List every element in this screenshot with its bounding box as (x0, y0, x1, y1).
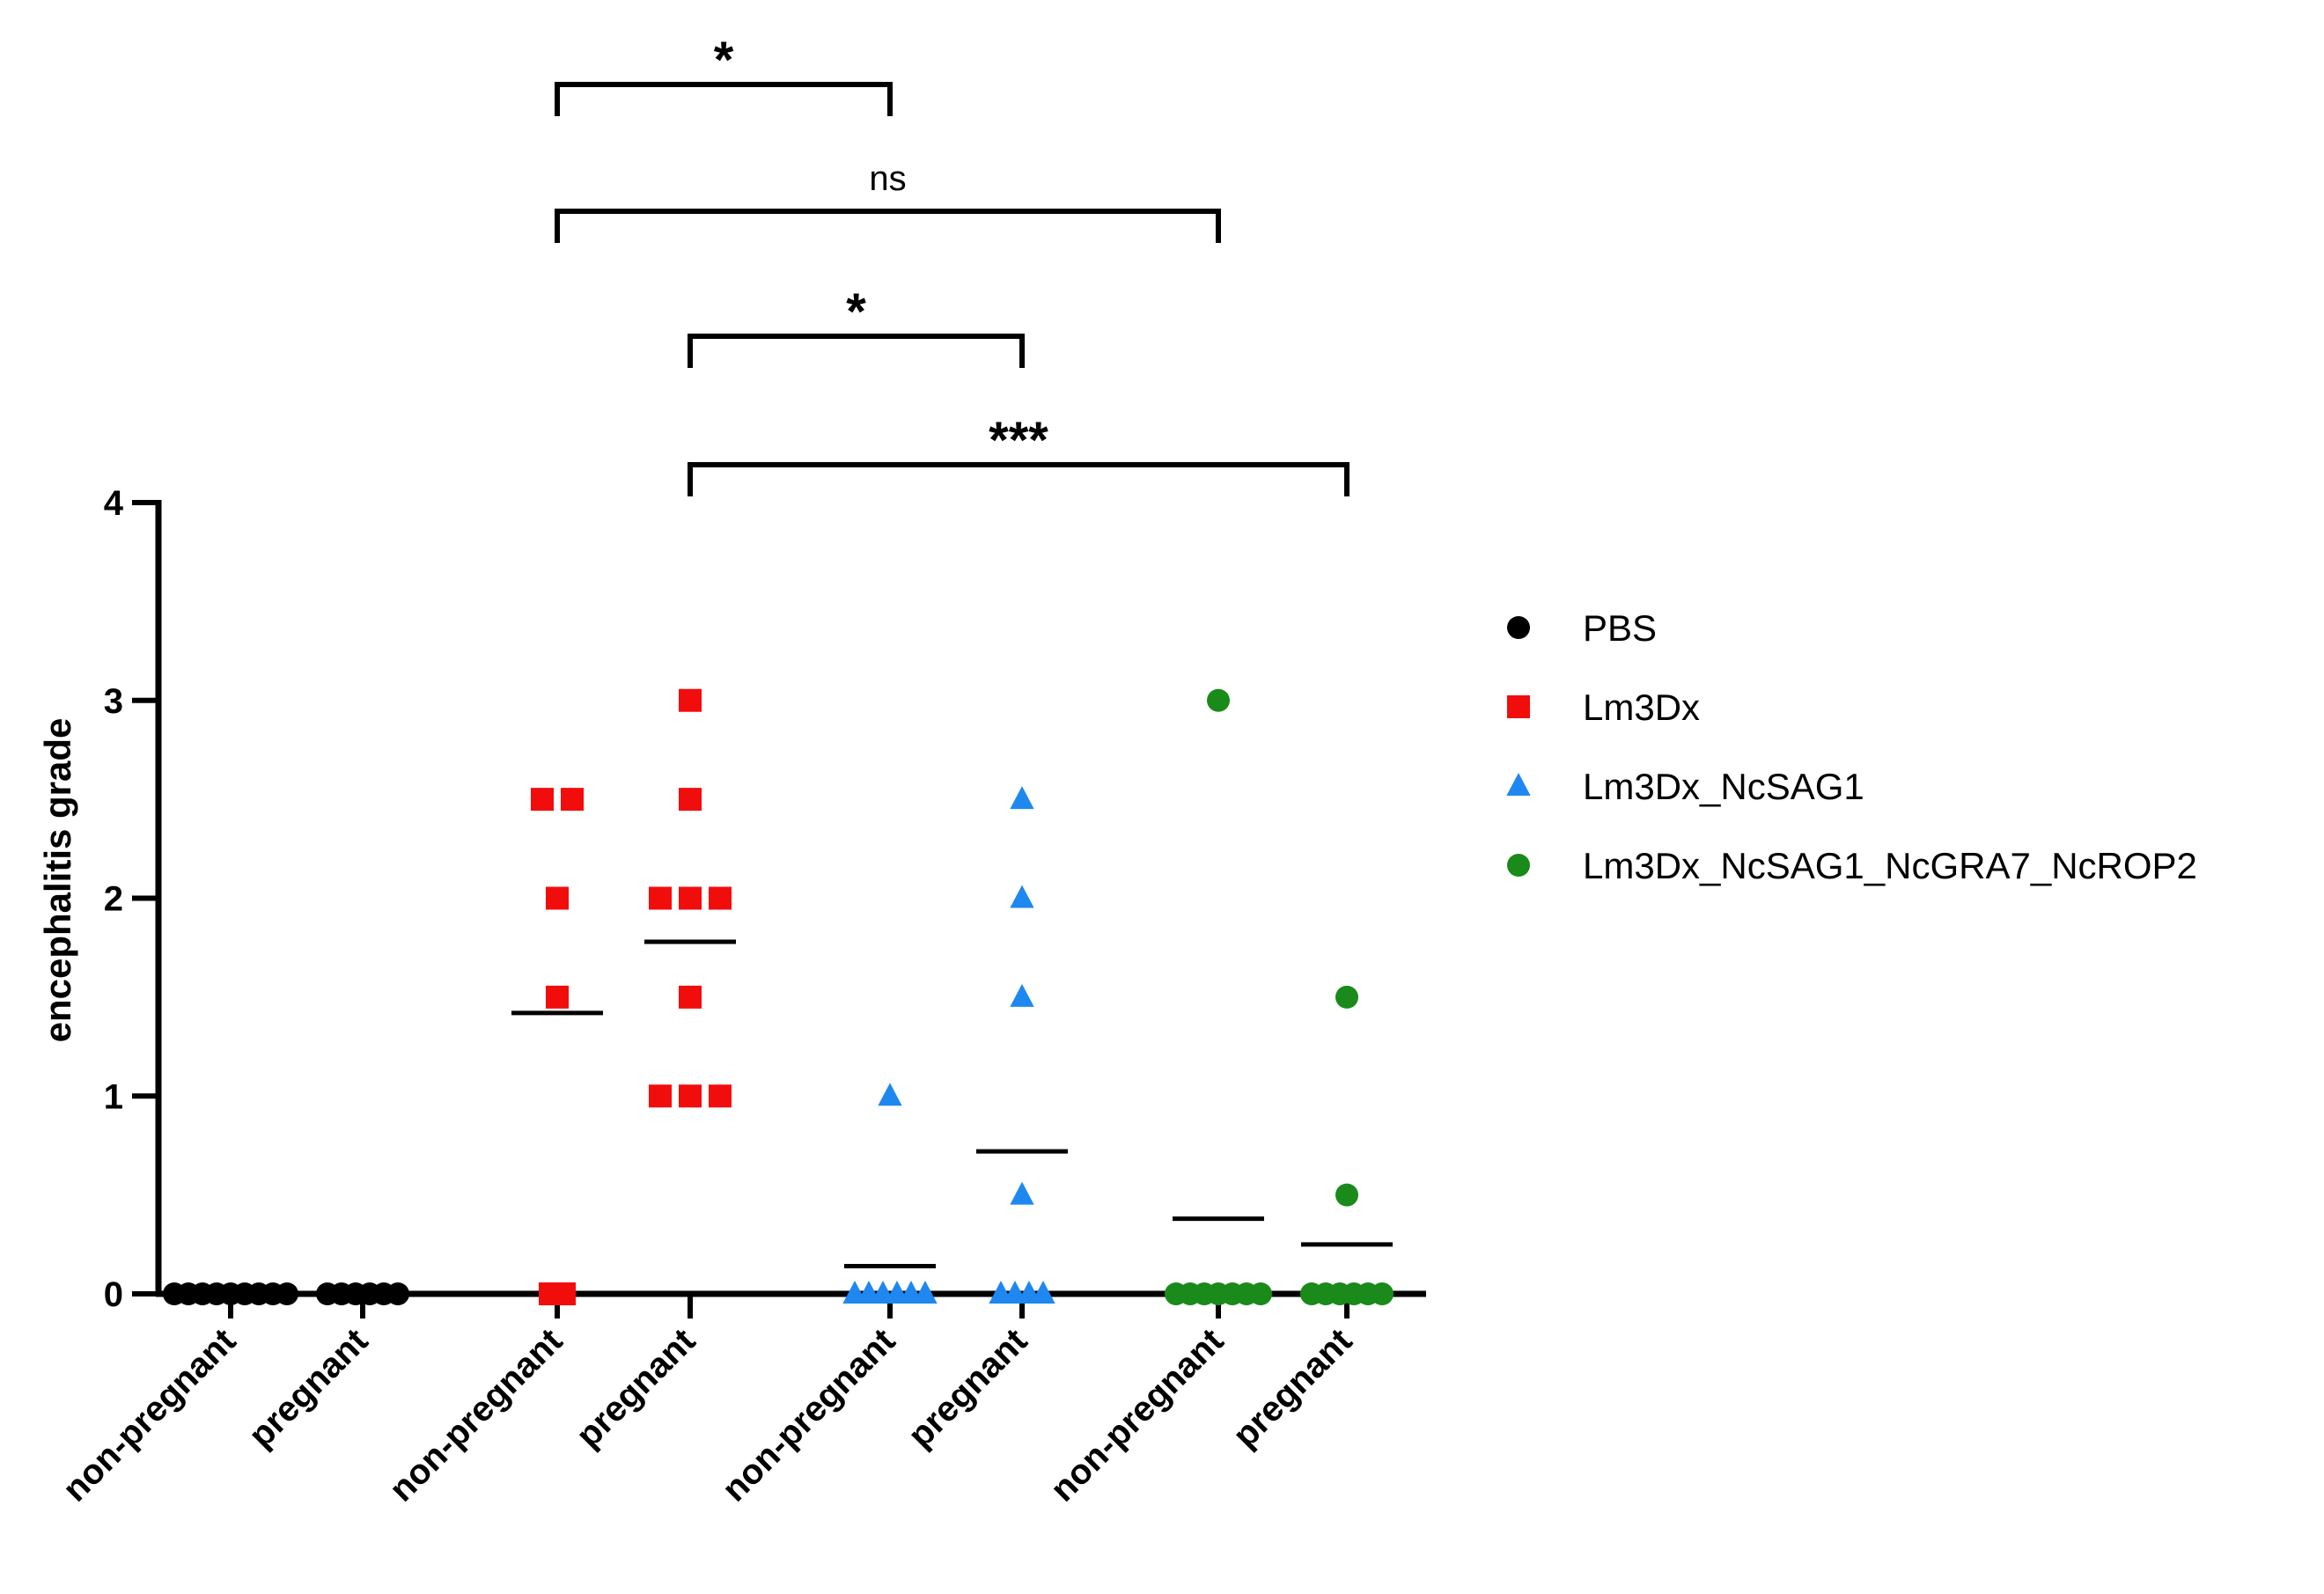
data-point (913, 1281, 938, 1304)
y-tick-label: 3 (104, 682, 123, 721)
data-point (649, 886, 672, 910)
data-point (1207, 688, 1230, 712)
data-point (679, 788, 702, 812)
data-point (546, 985, 569, 1009)
y-tick-label: 2 (104, 880, 123, 919)
legend-marker (1507, 616, 1530, 639)
mean-lines (185, 939, 1393, 1297)
significance-label: ns (869, 159, 906, 198)
legend-label: Lm3Dx (1583, 687, 1700, 728)
significance-label: * (714, 32, 734, 89)
data-point (553, 1282, 576, 1305)
x-category-label: pregnant (569, 1321, 702, 1455)
legend-label: PBS (1583, 607, 1657, 649)
legend-marker (1507, 854, 1530, 877)
data-point (546, 886, 569, 910)
data-point (1371, 1282, 1394, 1305)
legend: PBS Lm3Dx Lm3Dx_NcSAG1 Lm3Dx_NcSAG1_NcGRA7_… (1506, 607, 2197, 886)
x-category-label: pregnant (901, 1321, 1034, 1455)
legend-marker (1506, 773, 1531, 797)
data-points (163, 688, 1394, 1305)
x-category-label: non-pregnant (1043, 1321, 1231, 1509)
data-point (1010, 786, 1034, 810)
significance-label: *** (989, 412, 1048, 469)
significance-brackets: *ns**** (555, 32, 1350, 496)
data-point (709, 1084, 732, 1108)
significance-bracket (688, 462, 1350, 496)
data-point (878, 1083, 902, 1106)
data-point (679, 1084, 702, 1108)
data-point (1010, 1181, 1034, 1205)
data-point (276, 1282, 298, 1305)
data-point (1031, 1281, 1055, 1304)
x-category-label: non-pregnant (715, 1321, 902, 1509)
data-point (1335, 1183, 1358, 1207)
data-point (1249, 1282, 1272, 1305)
significance-bracket (555, 209, 1221, 243)
data-point (679, 886, 702, 910)
data-point (649, 1084, 672, 1108)
x-category-label: pregnant (241, 1321, 375, 1455)
data-point (1010, 983, 1034, 1007)
x-category-label: non-pregnant (55, 1321, 243, 1509)
significance-bracket (555, 82, 893, 116)
legend-marker (1507, 695, 1530, 718)
y-tick-label: 0 (104, 1275, 123, 1314)
y-tick-label: 1 (104, 1077, 123, 1116)
y-tick-label: 4 (104, 484, 124, 523)
x-category-label: pregnant (1225, 1321, 1359, 1455)
data-point (1335, 985, 1358, 1009)
legend-label: Lm3Dx_NcSAG1 (1583, 766, 1864, 807)
y-axis-title: encephalitis grade (37, 718, 78, 1043)
significance-bracket (688, 334, 1025, 368)
data-point (531, 788, 554, 812)
data-point (709, 886, 732, 910)
legend-label: Lm3Dx_NcSAG1_NcGRA7_NcROP2 (1583, 845, 2197, 886)
data-point (679, 985, 702, 1009)
data-point (561, 788, 584, 812)
x-category-label: non-pregnant (382, 1321, 570, 1509)
data-point (1010, 885, 1034, 908)
data-point (679, 688, 702, 712)
significance-label: * (846, 283, 866, 341)
